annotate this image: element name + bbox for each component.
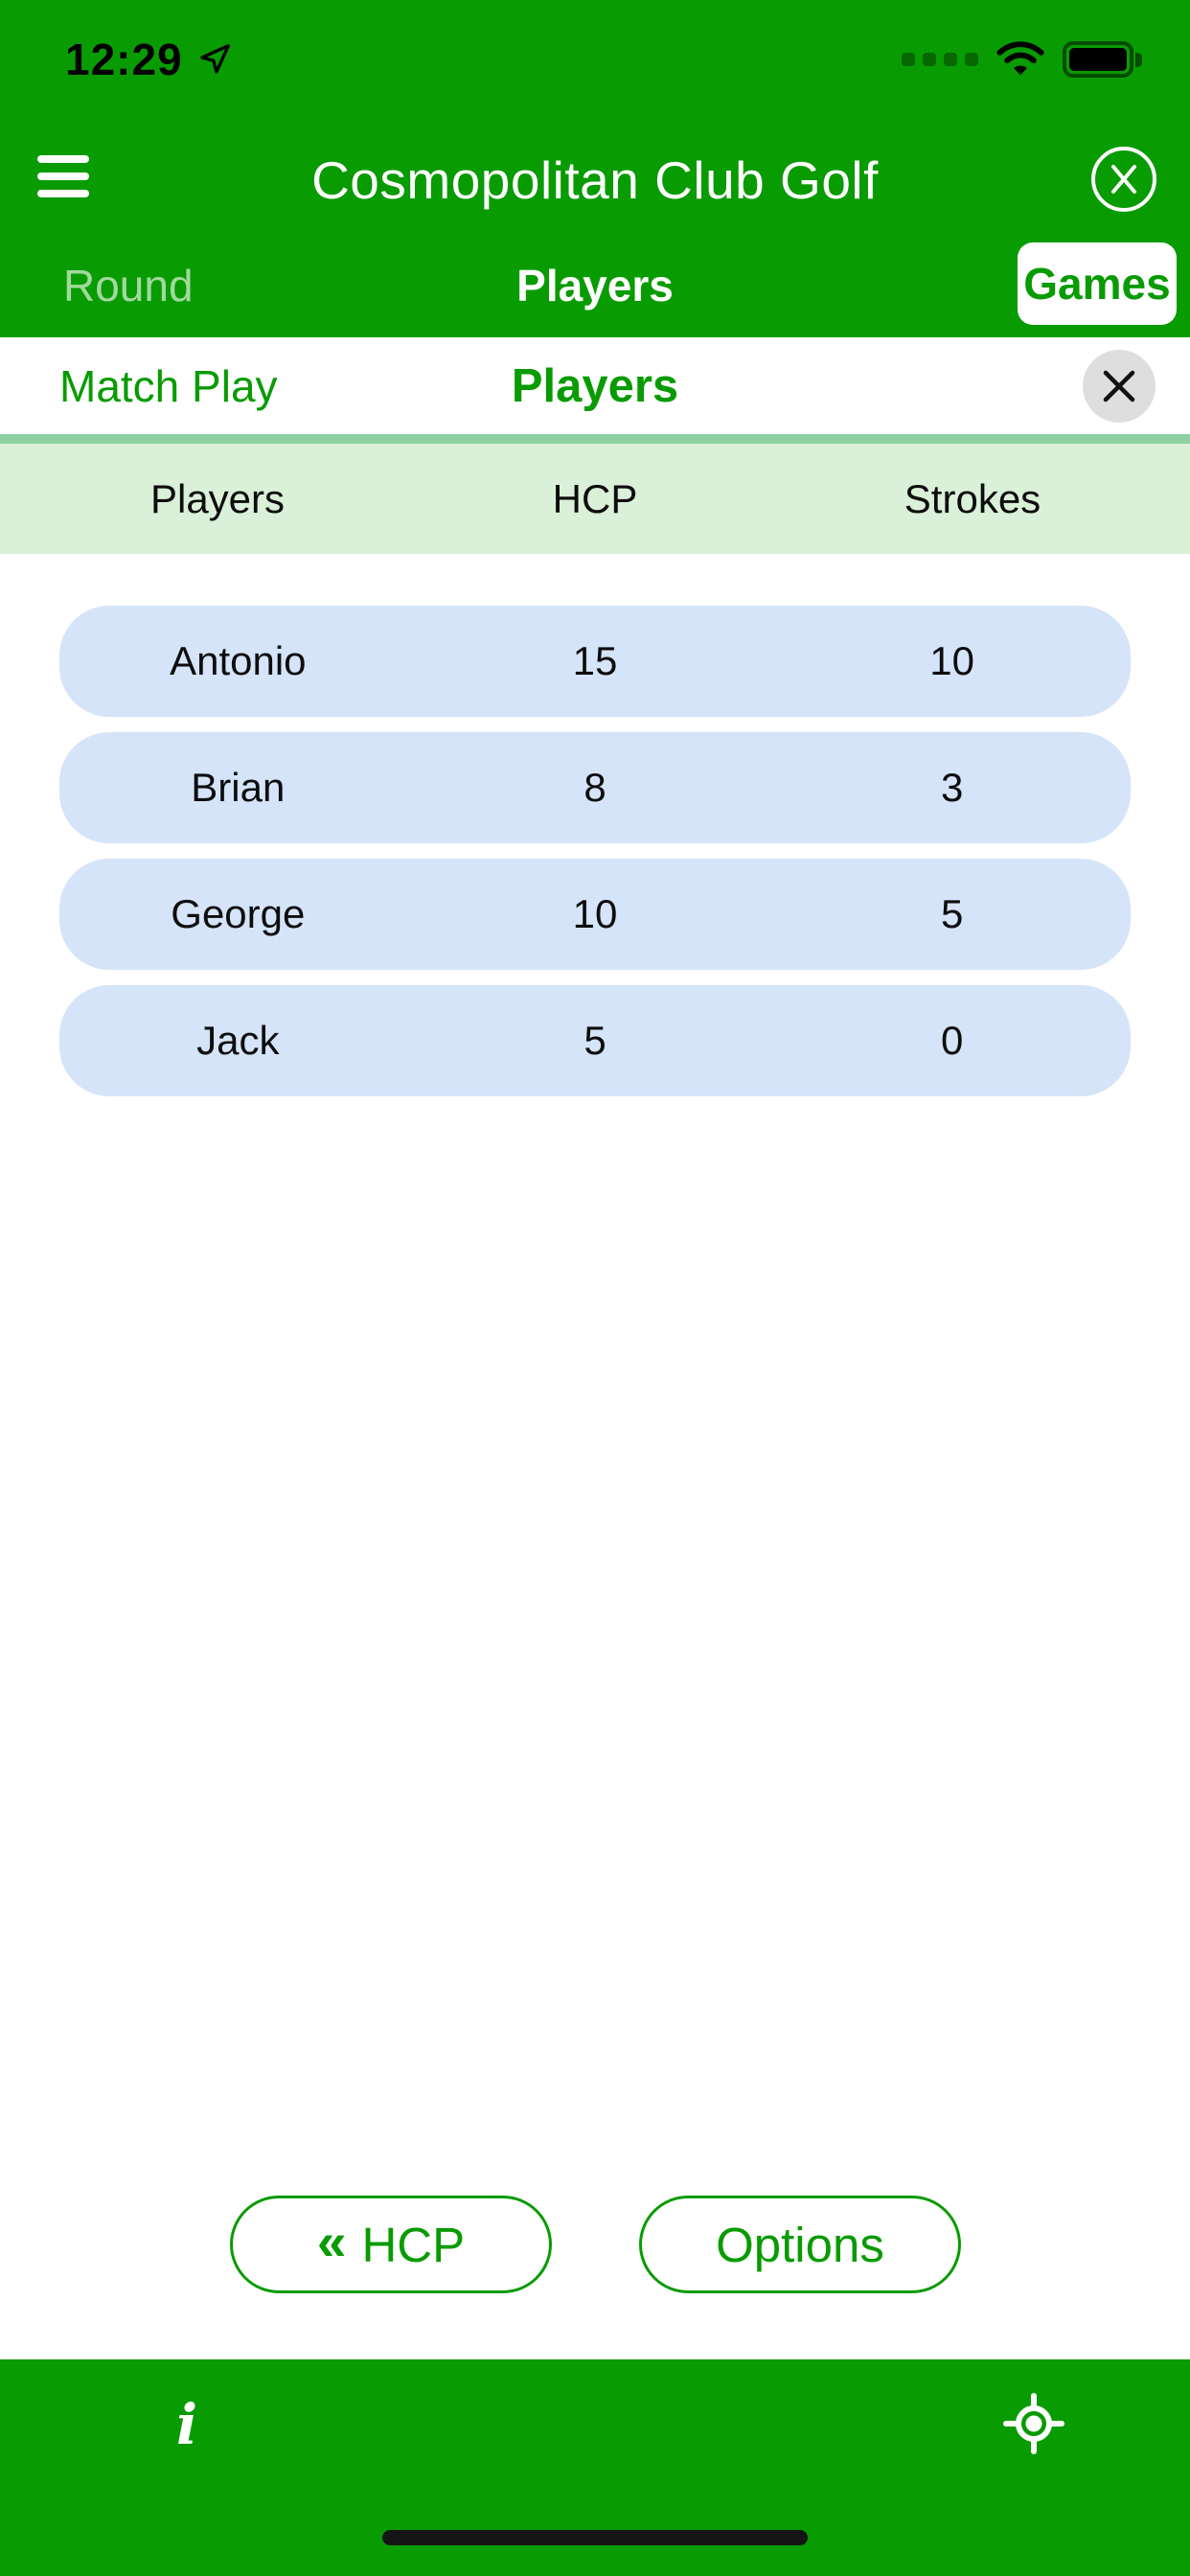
- tab-games[interactable]: Games: [1018, 242, 1177, 325]
- close-app-button[interactable]: [1087, 142, 1161, 217]
- wifi-icon: [996, 41, 1044, 76]
- status-bar: 12:29: [0, 29, 1190, 90]
- column-header-players: Players: [149, 475, 286, 521]
- player-hcp: 5: [584, 1018, 606, 1063]
- player-strokes: 3: [940, 765, 964, 810]
- player-hcp: 8: [584, 765, 606, 810]
- table-row[interactable]: Jack 5 0: [59, 985, 1131, 1096]
- home-indicator[interactable]: [382, 2530, 808, 2545]
- player-hcp: 10: [572, 891, 618, 936]
- player-name: George: [171, 891, 306, 936]
- status-time: 12:29: [65, 34, 183, 84]
- double-chevron-left-icon: «: [316, 2211, 347, 2271]
- panel-subheader: Match Play Players: [0, 337, 1190, 434]
- player-name: Antonio: [170, 638, 307, 683]
- game-type-label[interactable]: Match Play: [59, 360, 278, 411]
- info-icon: i: [175, 2392, 198, 2457]
- player-strokes: 10: [929, 638, 975, 683]
- tab-bar: Round Players Games: [0, 240, 1190, 335]
- options-button-label: Options: [716, 2217, 884, 2272]
- status-left: 12:29: [65, 29, 235, 90]
- column-header-strokes: Strokes: [904, 475, 1041, 521]
- player-strokes: 0: [940, 1018, 964, 1063]
- close-panel-button[interactable]: [1083, 350, 1156, 423]
- locate-button[interactable]: [1000, 2390, 1067, 2457]
- status-right: [902, 29, 1142, 90]
- location-arrow-icon: [200, 43, 230, 74]
- table-row[interactable]: Brian 8 3: [59, 732, 1131, 843]
- locate-crosshair-icon: [1003, 2393, 1064, 2454]
- hcp-back-button[interactable]: « HCP: [230, 2196, 552, 2293]
- action-button-row: « HCP Options: [0, 2196, 1190, 2293]
- table-row[interactable]: Antonio 15 10: [59, 606, 1131, 717]
- tab-round[interactable]: Round: [63, 261, 194, 310]
- player-name: Brian: [191, 765, 286, 810]
- panel-title: Players: [511, 359, 679, 412]
- player-list: Antonio 15 10 Brian 8 3 George 10 5 Jack…: [59, 606, 1131, 1112]
- player-hcp: 15: [572, 638, 618, 683]
- cellular-dots-icon: [902, 53, 978, 66]
- table-row[interactable]: George 10 5: [59, 859, 1131, 970]
- header-row: Cosmopolitan Club Golf: [0, 134, 1190, 226]
- battery-full-icon: [1063, 41, 1142, 78]
- options-button[interactable]: Options: [639, 2196, 961, 2293]
- column-header-hcp: HCP: [552, 475, 638, 521]
- player-strokes: 5: [940, 891, 964, 936]
- player-name: Jack: [196, 1018, 280, 1063]
- bottom-toolbar: i: [0, 2359, 1190, 2576]
- table-header: Players HCP Strokes: [0, 434, 1190, 554]
- page-title: Cosmopolitan Club Golf: [311, 150, 879, 210]
- info-button[interactable]: i: [153, 2386, 220, 2463]
- top-header-region: 12:29: [0, 0, 1190, 337]
- tab-players[interactable]: Players: [516, 261, 674, 310]
- close-circle-icon: [1091, 147, 1156, 212]
- hcp-button-label: HCP: [361, 2217, 466, 2272]
- hamburger-menu-icon[interactable]: [37, 155, 89, 197]
- close-x-icon: [1103, 370, 1135, 402]
